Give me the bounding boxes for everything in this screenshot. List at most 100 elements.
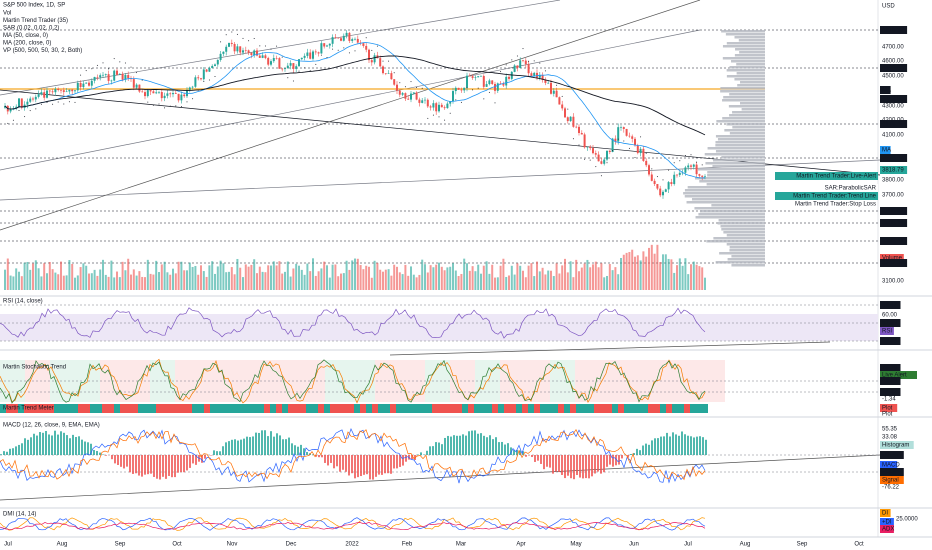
- volume-bar: [544, 274, 547, 290]
- volume-profile: [724, 129, 765, 132]
- macd-histogram: [273, 436, 275, 455]
- volume-bar: [172, 268, 174, 290]
- volume-bar: [505, 276, 508, 290]
- volume-bar: [547, 270, 550, 290]
- trend-meter: [702, 404, 708, 413]
- indicator-label: VP (500, 500, 50, 30, 2, Both): [3, 48, 82, 54]
- volume-profile: [736, 72, 765, 75]
- volume-bar: [586, 259, 589, 290]
- volume-bar: [337, 276, 340, 290]
- trend-meter: [564, 404, 570, 413]
- trend-meter: [90, 404, 96, 413]
- volume-profile: [707, 147, 765, 150]
- sar-dot: [46, 102, 48, 104]
- volume-bar: [527, 265, 530, 290]
- candle: [163, 95, 166, 99]
- trend-meter: [354, 404, 360, 413]
- macd-histogram: [297, 446, 299, 455]
- volume-bar: [127, 258, 130, 290]
- volume-bar: [85, 265, 88, 290]
- macd-histogram: [696, 436, 698, 455]
- trend-meter: [180, 404, 186, 413]
- candle: [438, 104, 440, 112]
- candle: [541, 75, 544, 80]
- macd-histogram: [63, 432, 65, 455]
- volume-profile: [729, 246, 765, 249]
- macd-histogram: [564, 455, 566, 479]
- volume-profile: [684, 195, 765, 198]
- candle: [264, 55, 267, 59]
- sar-dot: [192, 98, 194, 100]
- volume-bar: [6, 258, 9, 290]
- sar-dot: [320, 54, 322, 56]
- candle: [110, 80, 113, 82]
- macd-histogram: [264, 430, 266, 455]
- candle: [118, 73, 121, 75]
- candle: [443, 107, 446, 109]
- trend-meter: [288, 404, 294, 413]
- trend-meter: [660, 404, 666, 413]
- volume-bar: [29, 269, 32, 290]
- sar-dot: [236, 33, 238, 35]
- volume-bar: [278, 261, 281, 290]
- volume-profile: [729, 66, 765, 69]
- volume-bar: [275, 265, 278, 290]
- volume-bar: [561, 265, 564, 290]
- sar-dot: [152, 104, 154, 106]
- sar-dot: [18, 109, 20, 111]
- macd-histogram: [303, 448, 305, 455]
- volume-bar: [183, 270, 186, 290]
- volume-bar: [443, 270, 446, 290]
- macd-histogram: [270, 431, 272, 455]
- time-label: Nov: [227, 542, 238, 548]
- volume-profile: [729, 114, 765, 117]
- volume-profile: [699, 210, 765, 213]
- trend-meter: [390, 404, 396, 413]
- macd-histogram: [96, 451, 98, 455]
- candle: [258, 55, 261, 58]
- trend-meter: [606, 404, 612, 413]
- trend-meter: [222, 404, 228, 413]
- volume-bar: [113, 277, 116, 290]
- macd-histogram: [144, 455, 146, 475]
- volume-bar: [572, 277, 575, 290]
- trend-meter: [270, 404, 276, 413]
- label-badge: [880, 86, 891, 94]
- candle: [533, 72, 536, 76]
- volume-bar: [594, 261, 597, 290]
- volume-bar: [331, 264, 334, 290]
- sar-dot: [528, 60, 530, 62]
- candle: [247, 50, 250, 53]
- volume-bar: [116, 271, 118, 290]
- label-badge: [880, 207, 908, 215]
- macd-histogram: [636, 448, 638, 455]
- trend-meter: [594, 404, 600, 413]
- volume-profile: [722, 45, 765, 48]
- volume-bar: [286, 261, 289, 290]
- macd-histogram: [507, 443, 509, 455]
- volume-bar: [384, 269, 387, 290]
- volume-bar: [533, 276, 536, 290]
- trend-meter: [330, 404, 336, 413]
- candle: [334, 37, 337, 38]
- candle: [303, 55, 306, 58]
- trend-meter: [480, 404, 486, 413]
- time-label: May: [570, 542, 581, 548]
- volume-profile: [722, 117, 765, 120]
- macd-histogram: [66, 435, 68, 455]
- volume-bar: [202, 271, 205, 290]
- volume-bar: [222, 263, 225, 290]
- macd-histogram: [648, 444, 650, 455]
- trend-meter: [0, 404, 6, 413]
- macd-histogram: [171, 455, 173, 478]
- candle: [219, 53, 222, 60]
- macd-histogram: [630, 453, 632, 455]
- candle: [191, 86, 194, 88]
- volume-profile: [697, 168, 765, 171]
- volume-bar: [494, 277, 496, 290]
- volume-profile: [684, 189, 765, 192]
- volume-bar: [412, 274, 415, 290]
- volume-bar: [418, 274, 421, 290]
- volume-bar: [323, 261, 326, 290]
- volume-bar: [79, 267, 82, 290]
